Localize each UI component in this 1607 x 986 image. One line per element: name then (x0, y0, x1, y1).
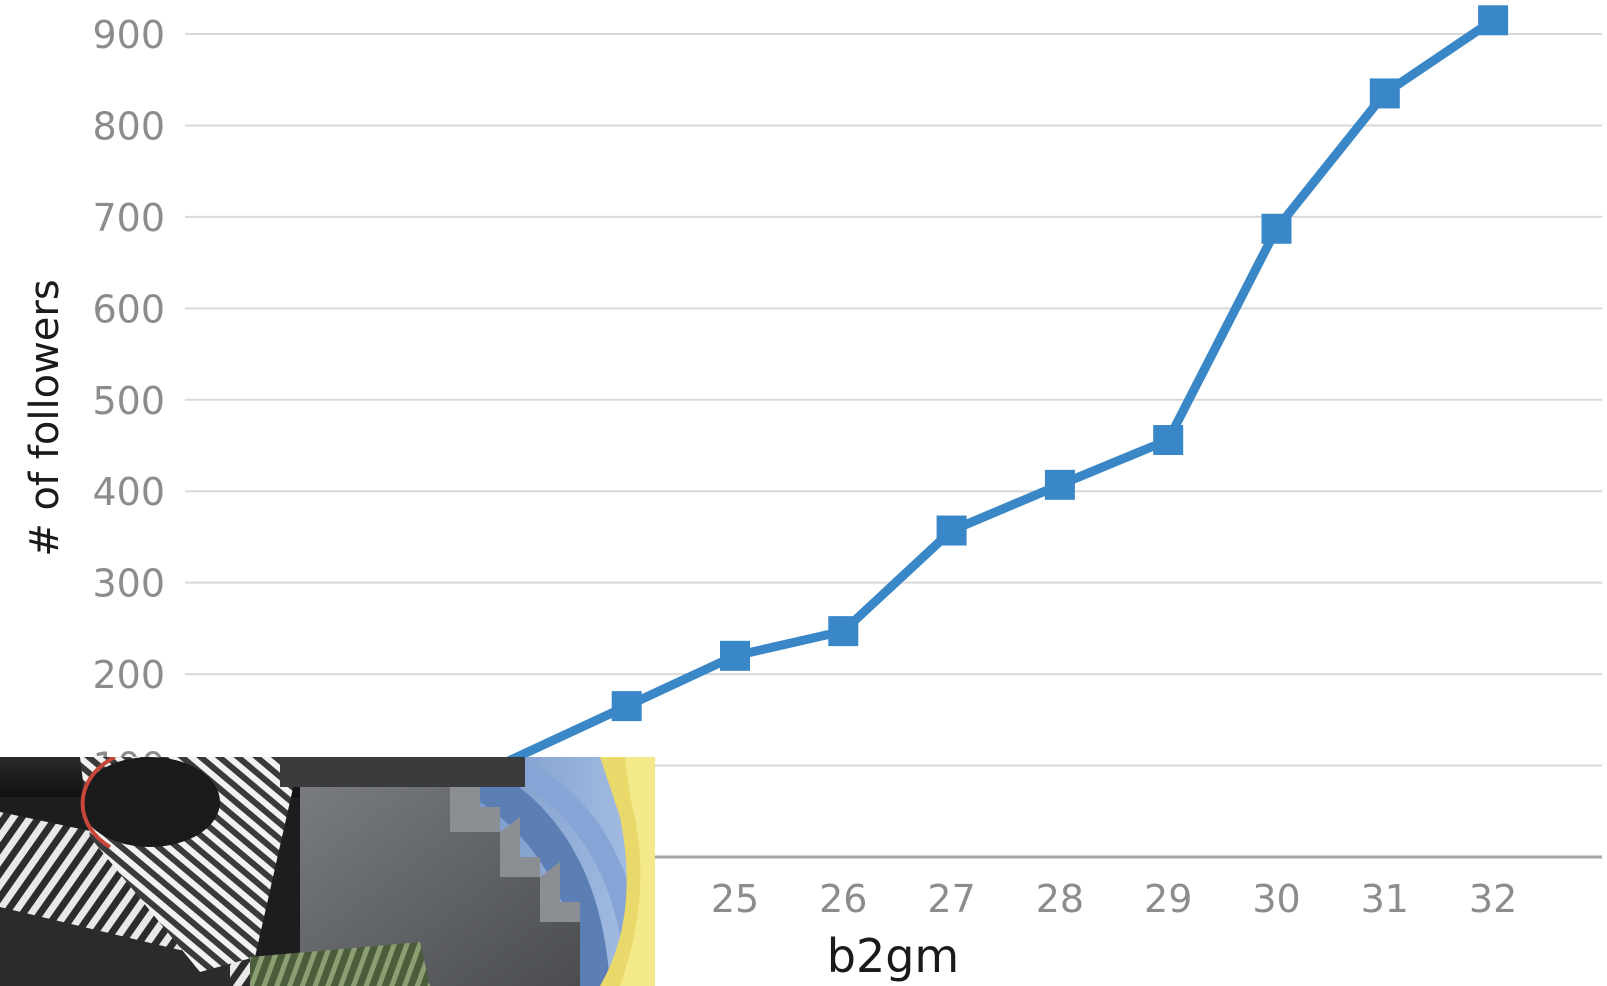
x-axis-ticks: 25 26 27 28 29 30 31 32 (711, 877, 1517, 921)
y-tick-label: 700 (92, 196, 165, 240)
data-point-marker (1261, 213, 1292, 244)
y-tick-label: 500 (92, 379, 165, 423)
series-line (462, 16, 1496, 786)
y-tick-label: 400 (92, 470, 165, 514)
gridlines (185, 33, 1602, 767)
y-tick-label: 300 (92, 562, 165, 606)
machinery-cutaway-image (0, 757, 655, 986)
y-tick-label: 900 (92, 13, 165, 57)
data-point-marker (611, 691, 642, 722)
data-point-marker (1369, 78, 1400, 109)
x-tick-label: 27 (927, 877, 975, 921)
data-point-marker (1153, 425, 1184, 456)
x-axis-label: b2gm (827, 929, 959, 983)
x-tick-label: 28 (1036, 877, 1084, 921)
y-tick-label: 200 (92, 653, 165, 697)
data-point-marker (936, 515, 967, 546)
y-axis-label: # of followers (22, 279, 68, 556)
data-point-marker (720, 640, 750, 671)
x-tick-label: 25 (711, 877, 759, 921)
series-layer (462, 5, 1509, 786)
x-tick-label: 31 (1361, 877, 1409, 921)
data-point-marker (1478, 5, 1509, 36)
x-tick-label: 32 (1469, 877, 1517, 921)
data-point-marker (1044, 469, 1075, 500)
y-tick-label: 600 (92, 287, 165, 331)
x-tick-label: 30 (1252, 877, 1300, 921)
data-point-marker (828, 616, 859, 647)
y-tick-label: 800 (92, 104, 165, 148)
y-axis-ticks: 100200300400500600700800900 (92, 13, 165, 789)
x-tick-label: 29 (1144, 877, 1192, 921)
x-tick-label: 26 (819, 877, 867, 921)
